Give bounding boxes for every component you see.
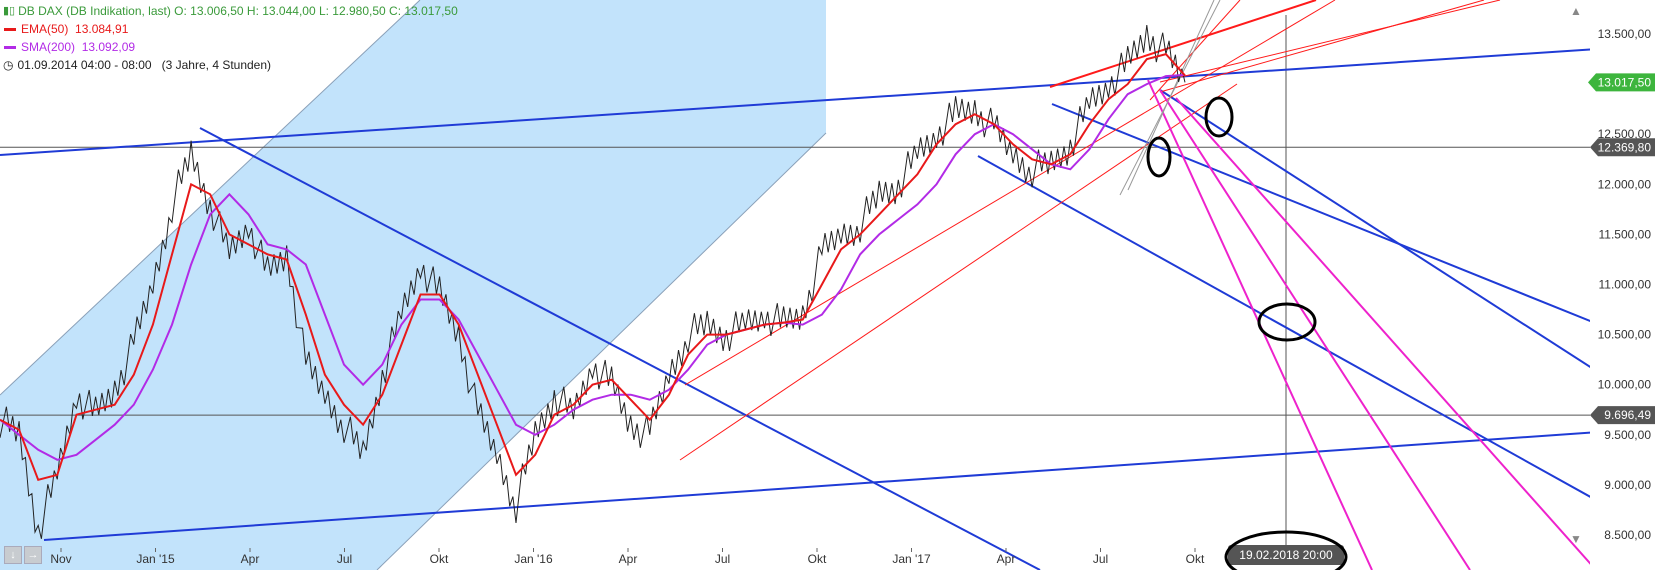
x-tick-label: Nov [50,552,71,566]
x-tick-label: Okt [430,552,449,566]
range-label: (3 Jahre, 4 Stunden) [161,58,272,72]
y-tick-label: 9.000,00 [1604,478,1651,492]
trendline-blue-bottom[interactable] [43,428,1657,541]
x-tick-label: Okt [808,552,827,566]
y-tick-label: 11.500,00 [1599,227,1652,241]
ohlc-high: H: 13.044,00 [246,4,316,18]
red-fan-3[interactable] [1149,0,1241,101]
y-tick-label: 13.500,00 [1598,27,1652,41]
x-tick-label: Apr [619,552,638,566]
x-tick-label: Jan '16 [514,552,553,566]
trendline-blue-downtrend-2017b[interactable] [1051,103,1657,348]
red-line-thick[interactable] [1049,0,1317,88]
ema50-series-line[interactable] [0,52,1186,481]
trendline-blue-short[interactable] [1159,89,1657,410]
hline-lower-label: 9.696,49 [1604,408,1651,422]
ohlc-close: C: 13.017,50 [389,4,458,18]
y-tick-label: 12.000,00 [1598,177,1652,191]
highlight-ellipse-oct [1146,136,1172,178]
vertical-date-badge: 19.02.2018 20:00 [1228,545,1344,565]
legend-row-ema[interactable]: EMA(50) 13.084,91 [0,20,458,38]
red-fan-1[interactable] [1159,0,1501,83]
current-price-label: 13.017,50 [1598,75,1652,89]
y-tick-label: 11.000,00 [1599,278,1652,292]
x-tick-label: Apr [241,552,260,566]
highlight-ellipse-intersection [1257,302,1317,342]
period-label: 01.09.2014 04:00 - 08:00 [17,58,152,72]
magenta-fan-3[interactable] [1175,97,1596,570]
x-tick-label: Jul [1093,552,1108,566]
scroll-right-button[interactable]: → [24,546,42,564]
instrument-name: DB DAX (DB Indikation, last) [18,4,171,18]
sma-swatch [4,45,16,49]
axis-scroll-up-icon[interactable]: ▲ [1570,4,1582,18]
ohlc-low: L: 12.980,50 [318,4,386,18]
shaded-channel [0,0,826,570]
trendline-blue-downtrend-2017[interactable] [977,155,1657,534]
y-tick-label: 8.500,00 [1604,528,1651,542]
y-axis: 13.500,00 12.500,00 12.000,00 11.500,00 11.0… [1598,27,1652,542]
vertical-date-label: 19.02.2018 20:00 [1239,548,1333,562]
red-fan-2[interactable] [1159,0,1485,93]
magenta-fan-2[interactable] [1159,89,1471,570]
current-price-badge: 13.017,50 [1588,73,1655,92]
hline-upper-label: 12.369,80 [1598,140,1652,154]
ema-swatch [4,27,16,31]
axis-scroll-down-icon[interactable]: ▼ [1570,532,1582,546]
x-tick-label: Jan '17 [892,552,931,566]
hline-lower-badge: 9.696,49 [1590,406,1655,425]
ohlc-open: O: 13.006,50 [174,4,244,18]
chart-legend: ▮▯ DB DAX (DB Indikation, last) O: 13.00… [0,2,458,74]
legend-row-instrument: ▮▯ DB DAX (DB Indikation, last) O: 13.00… [0,2,458,20]
x-tick-label: Jul [715,552,730,566]
x-tick-label: Okt [1186,552,1205,566]
x-tick-label: Jan '15 [136,552,175,566]
shaded-channel-upper-edge [0,0,421,396]
grey-steep-2 [1127,0,1215,191]
x-axis: Nov Jan '15 Apr Jul Okt Jan '16 Apr Jul Okt Jan '… [50,548,1205,566]
instrument-icon: ▮▯ [3,5,16,17]
highlight-ellipse-date [1224,530,1348,570]
shaded-channel-lower-edge [376,132,827,570]
ema-value: 13.084,91 [75,22,129,36]
sma-value: 13.092,09 [81,40,136,54]
sma-label: SMA(200) [21,40,76,54]
legend-row-sma[interactable]: SMA(200) 13.092,09 [0,38,458,56]
ema-label: EMA(50) [21,22,69,36]
price-series-line[interactable] [0,24,1186,539]
y-tick-label: 9.500,00 [1604,428,1651,442]
x-tick-label: Apr [997,552,1016,566]
hline-upper-badge: 12.369,80 [1590,138,1655,157]
y-tick-label: 10.000,00 [1598,378,1652,392]
y-tick-label: 12.500,00 [1598,127,1652,141]
red-channel-lower[interactable] [679,83,1238,461]
sma200-series-line[interactable] [0,73,1186,461]
clock-icon: ◷ [3,58,14,72]
x-tick-label: Jul [337,552,352,566]
y-tick-label: 10.500,00 [1598,328,1652,342]
legend-row-period: ◷ 01.09.2014 04:00 - 08:00 (3 Jahre, 4 S… [0,56,458,74]
trendline-blue-downtrend-2015[interactable] [199,127,1041,570]
trendline-blue-long-upper[interactable] [0,45,1657,156]
scroll-left-button[interactable]: ↓ [4,546,22,564]
highlight-ellipse-nov [1204,96,1234,138]
